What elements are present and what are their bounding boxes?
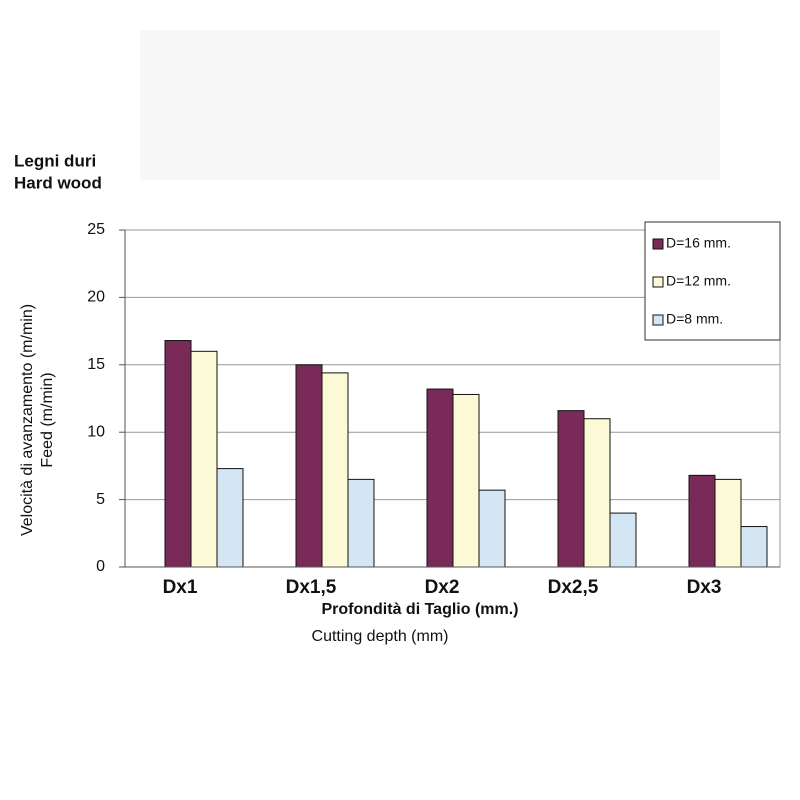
bar (164, 340, 192, 568)
x-axis-label: Profondità di Taglio (mm.) (321, 601, 518, 618)
bar (740, 526, 768, 568)
y-tick-label: 10 (87, 423, 105, 440)
bar (714, 478, 742, 568)
x-tick-label: Dx3 (687, 577, 722, 598)
y-axis-label: Velocità di avanzamento (m/min) (19, 304, 36, 536)
x-tick-label: Dx1 (163, 577, 198, 598)
y-tick-label: 25 (87, 221, 105, 238)
y-tick-label: 5 (96, 491, 105, 508)
legend-label: D=16 mm. (666, 235, 731, 251)
legend-box (644, 221, 781, 341)
legend-label: D=12 mm. (666, 273, 731, 289)
y-tick-label: 15 (87, 356, 105, 373)
legend-swatch (652, 276, 664, 288)
bar (557, 410, 585, 568)
bar (190, 350, 218, 568)
bar (426, 388, 454, 568)
bar (688, 474, 716, 568)
bar (321, 372, 349, 568)
y-tick-label: 20 (87, 289, 105, 306)
legend-label: D=8 mm. (666, 311, 723, 327)
bar (452, 393, 480, 568)
x-axis-label: Cutting depth (mm) (312, 628, 449, 645)
x-tick-label: Dx2 (425, 577, 460, 598)
backdrop (140, 30, 720, 180)
legend-swatch (652, 314, 664, 326)
y-tick-label: 0 (96, 558, 105, 575)
x-tick-label: Dx2,5 (548, 577, 599, 598)
bar (609, 512, 637, 568)
bar (216, 468, 244, 568)
chart-subtitle: Hard wood (14, 173, 102, 192)
bar (583, 418, 611, 568)
bar (295, 364, 323, 568)
x-tick-label: Dx1,5 (286, 577, 337, 598)
y-axis-label: Feed (m/min) (39, 372, 56, 467)
chart-title: Legni duri (14, 151, 96, 170)
bar (478, 489, 506, 568)
bar (347, 478, 375, 568)
legend-swatch (652, 238, 664, 250)
